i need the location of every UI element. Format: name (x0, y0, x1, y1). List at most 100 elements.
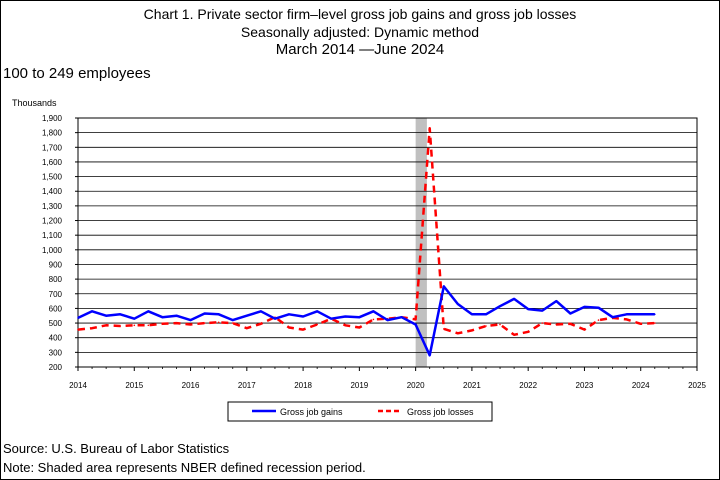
y-tick-label: 500 (49, 319, 63, 328)
data-point-gross-job-gains (443, 285, 445, 288)
chart-title: Chart 1. Private sector firm–level gross… (143, 6, 577, 22)
data-point-gross-job-gains (499, 305, 501, 308)
data-point-gross-job-losses (555, 323, 558, 326)
y-tick-label: 400 (49, 334, 63, 343)
legend-box (227, 401, 493, 422)
data-point-gross-job-gains (274, 317, 276, 320)
y-tick-label: 600 (49, 304, 63, 313)
x-tick-label: 2022 (519, 381, 537, 390)
data-point-gross-job-gains (428, 354, 431, 357)
data-point-gross-job-losses (133, 324, 136, 327)
data-point-gross-job-losses (625, 318, 628, 321)
data-point-gross-job-gains (77, 317, 79, 319)
data-point-gross-job-gains (569, 312, 572, 315)
data-point-gross-job-gains (611, 316, 614, 319)
data-point-gross-job-gains (625, 313, 628, 316)
y-tick-label: 1,300 (42, 202, 63, 211)
data-point-gross-job-gains (344, 315, 347, 318)
data-point-gross-job-gains (597, 306, 600, 309)
data-point-gross-job-gains (639, 313, 642, 316)
data-point-gross-job-gains (583, 306, 586, 308)
x-tick-label: 2016 (182, 381, 200, 390)
y-tick-label: 1,200 (42, 217, 63, 226)
data-point-gross-job-gains (485, 313, 487, 316)
y-tick-label: 300 (49, 348, 63, 357)
source-note: Source: U.S. Bureau of Labor Statistics (3, 441, 230, 456)
y-tick-label: 1,800 (42, 129, 63, 138)
data-point-gross-job-gains (119, 313, 121, 316)
data-point-gross-job-gains (91, 310, 93, 313)
data-point-gross-job-losses (654, 322, 656, 324)
data-point-gross-job-losses (471, 329, 473, 332)
data-point-gross-job-losses (246, 327, 248, 330)
data-point-gross-job-losses (288, 326, 290, 329)
data-point-gross-job-losses (344, 324, 347, 327)
data-point-gross-job-gains (372, 310, 375, 313)
data-point-gross-job-gains (175, 314, 178, 317)
y-tick-label: 1,900 (42, 114, 63, 123)
x-tick-label: 2019 (350, 381, 368, 390)
series-line-gross-job-gains (77, 285, 655, 357)
data-point-gross-job-losses (316, 323, 319, 326)
y-tick-label: 1,100 (42, 231, 63, 240)
recession-shading (415, 118, 427, 367)
data-point-gross-job-gains (260, 310, 262, 313)
data-point-gross-job-losses (232, 322, 234, 324)
data-point-gross-job-losses (372, 318, 375, 321)
data-point-gross-job-gains (457, 303, 459, 305)
data-point-gross-job-gains (302, 315, 304, 318)
chart-date-range: March 2014 —June 2024 (275, 41, 445, 58)
y-tick-label: 1,500 (42, 173, 63, 182)
y-tick-label: 800 (49, 275, 63, 284)
data-point-gross-job-losses (260, 323, 262, 325)
data-point-gross-job-losses (175, 322, 178, 324)
data-point-gross-job-gains (400, 316, 403, 319)
data-point-gross-job-gains (541, 309, 544, 312)
data-point-gross-job-gains (316, 310, 319, 313)
data-point-gross-job-losses (203, 322, 206, 324)
data-point-gross-job-losses (91, 327, 93, 330)
series-line-gross-job-losses (77, 127, 655, 337)
x-tick-label: 2014 (69, 381, 87, 390)
x-tick-label: 2023 (576, 381, 594, 390)
y-tick-label: 1,700 (42, 143, 63, 152)
x-tick-label: 2025 (688, 381, 706, 390)
data-point-gross-job-losses (428, 127, 431, 130)
data-point-gross-job-losses (77, 328, 79, 331)
data-point-gross-job-losses (358, 326, 361, 329)
data-point-gross-job-losses (457, 332, 459, 335)
x-axis: 2014 2015 2016 2017 2018 2019 2020 2021 2022 2023… (69, 367, 706, 390)
legend-label-gross-job-losses: Gross job losses (407, 407, 474, 417)
data-point-gross-job-losses (541, 322, 544, 324)
data-point-gross-job-gains (288, 313, 290, 316)
data-point-gross-job-losses (217, 321, 220, 324)
y-tick-label: 200 (49, 363, 63, 372)
y-tick-label: 700 (49, 290, 63, 299)
legend: Gross job gains Gross job losses (227, 401, 493, 422)
data-point-gross-job-losses (499, 323, 501, 326)
data-point-gross-job-gains (330, 317, 333, 320)
data-point-gross-job-losses (597, 319, 600, 321)
chart-subtitle: Seasonally adjusted: Dynamic method (240, 24, 480, 40)
data-point-gross-job-losses (119, 325, 121, 327)
data-point-gross-job-losses (414, 318, 417, 321)
data-point-gross-job-losses (443, 328, 445, 330)
x-tick-label: 2024 (632, 381, 650, 390)
data-point-gross-job-losses (639, 323, 642, 325)
data-point-gross-job-gains (654, 313, 656, 316)
x-tick-label: 2015 (125, 381, 143, 390)
y-tick-label: 900 (49, 260, 63, 269)
data-point-gross-job-losses (513, 334, 515, 336)
data-point-gross-job-losses (161, 323, 164, 325)
data-point-gross-job-gains (161, 316, 164, 319)
data-point-gross-job-losses (189, 323, 192, 326)
data-point-gross-job-gains (513, 298, 515, 300)
legend-label-gross-job-gains: Gross job gains (280, 407, 343, 417)
y-tick-label: 1,400 (42, 187, 63, 196)
y-tick-label: 1,600 (42, 158, 63, 167)
x-tick-label: 2020 (407, 381, 425, 390)
data-point-gross-job-gains (386, 319, 389, 321)
data-point-gross-job-losses (485, 325, 487, 327)
plot-area (77, 117, 698, 368)
data-point-gross-job-gains (471, 313, 473, 316)
